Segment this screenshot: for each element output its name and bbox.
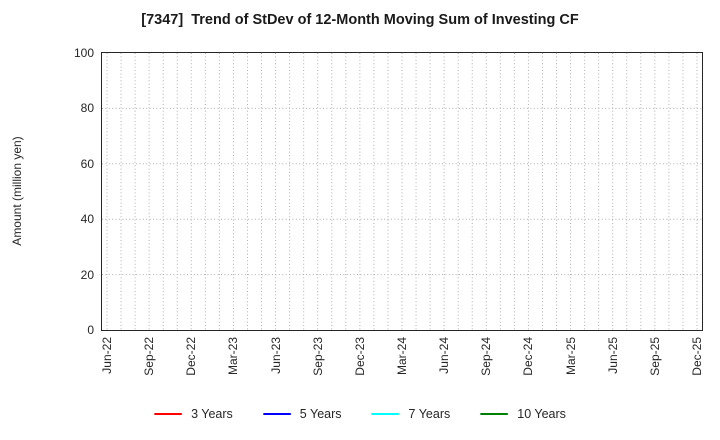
y-tick-label: 20 (80, 267, 94, 282)
legend-item-3-years: 3 Years (154, 407, 233, 421)
legend-swatch-5-years (262, 412, 291, 416)
x-tick-label: Jun-24 (437, 337, 452, 374)
y-tick-label: 40 (80, 212, 94, 227)
x-tick-label: Mar-25 (563, 337, 578, 376)
legend-label-5-years: 5 Years (299, 407, 342, 421)
y-tick-label: 60 (80, 156, 94, 171)
legend-item-5-years: 5 Years (262, 407, 342, 421)
legend-label-7-years: 7 Years (408, 407, 451, 421)
legend-label-3-years: 3 Years (191, 407, 233, 421)
grid (102, 53, 702, 330)
x-tick-label: Dec-23 (352, 337, 367, 376)
y-axis-title: Amount (million yen) (10, 136, 24, 246)
x-tick-label: Sep-22 (142, 337, 157, 376)
x-tick-label: Dec-22 (184, 337, 199, 376)
x-tick-label: Dec-25 (690, 337, 704, 376)
x-tick-label: Mar-24 (395, 337, 409, 376)
plot-area (101, 52, 703, 331)
legend-label-10-years: 10 Years (517, 407, 566, 421)
legend-swatch-7-years (371, 412, 400, 416)
x-tick-label: Sep-25 (647, 337, 662, 376)
x-tick-label: Mar-23 (226, 337, 241, 376)
x-tick-label: Jun-23 (268, 337, 283, 374)
legend-swatch-3-years (154, 412, 183, 416)
chart-title: [7347] Trend of StDev of 12-Month Moving… (141, 12, 579, 28)
legend: 3 Years 5 Years 7 Years 10 Years (154, 403, 566, 425)
legend-item-7-years: 7 Years (371, 407, 451, 421)
x-tick-label: Sep-24 (479, 337, 494, 376)
y-tick-label: 0 (87, 323, 94, 337)
x-tick-label: Dec-24 (521, 337, 536, 376)
x-tick-label: Jun-22 (100, 337, 114, 374)
y-tick-label: 80 (80, 101, 94, 116)
x-tick-label: Jun-25 (605, 337, 620, 374)
y-tick-label: 100 (73, 46, 94, 60)
x-tick-label: Sep-23 (310, 337, 325, 376)
legend-item-10-years: 10 Years (480, 407, 566, 421)
legend-swatch-10-years (480, 412, 509, 416)
